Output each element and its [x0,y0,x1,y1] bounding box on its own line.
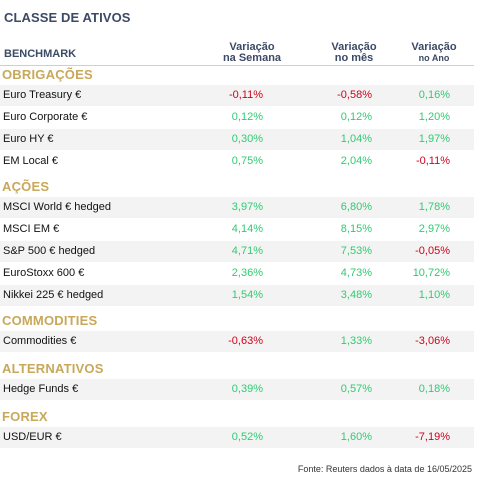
benchmark-header: BENCHMARK [4,48,77,60]
month-change-value: 7,53% [340,245,372,257]
table-row: S&P 500 € hedged 4,71% 7,53% -0,05% [0,241,474,262]
benchmark-name: Euro HY € [3,133,54,145]
table-row: EuroStoxx 600 € 2,36% 4,73% 10,72% [0,263,474,284]
section-title: ALTERNATIVOS [2,361,104,376]
benchmark-name: S&P 500 € hedged [3,245,96,257]
month-change-value: 1,33% [340,335,372,347]
year-change-value: 1,10% [418,289,450,301]
table-row: EM Local € 0,75% 2,04% -0,11% [0,151,474,172]
year-change-value: 0,16% [418,89,450,101]
section-title: FOREX [2,409,48,424]
week-change-value: 0,39% [231,383,263,395]
week-change-value: 0,12% [231,111,263,123]
benchmark-name: Nikkei 225 € hedged [3,289,104,301]
header-divider [0,65,474,66]
week-change-value: 4,71% [231,245,263,257]
benchmark-name: MSCI EM € [3,223,60,235]
table-header: BENCHMARK Variação na Semana Variação no… [0,42,480,66]
year-change-value: 10,72% [412,267,450,279]
week-change-value: 2,36% [231,267,263,279]
benchmark-name: MSCI World € hedged [3,201,112,213]
benchmark-name: EM Local € [3,155,59,167]
month-change-header: Variação no mês [331,41,377,64]
year-change-value: 2,97% [418,223,450,235]
month-change-value: 3,48% [340,289,372,301]
table-row: Euro Corporate € 0,12% 0,12% 1,20% [0,107,474,128]
week-change-header: Variação na Semana [222,41,282,64]
week-change-value: 1,54% [231,289,263,301]
week-change-value: 4,14% [231,223,263,235]
month-change-value: 4,73% [340,267,372,279]
week-change-value: -0,63% [228,335,263,347]
year-change-value: -0,05% [415,245,450,257]
table-row: USD/EUR € 0,52% 1,60% -7,19% [0,427,474,448]
year-change-value: 1,97% [418,133,450,145]
month-change-value: 0,57% [340,383,372,395]
table-row: Nikkei 225 € hedged 1,54% 3,48% 1,10% [0,285,474,306]
month-change-value: 6,80% [340,201,372,213]
table-title: CLASSE DE ATIVOS [4,10,131,25]
month-change-value: 0,12% [340,111,372,123]
table-row: Euro Treasury € -0,11% -0,58% 0,16% [0,85,474,106]
month-change-value: 2,04% [340,155,372,167]
benchmark-name: Hedge Funds € [3,383,79,395]
benchmark-name: Euro Treasury € [3,89,82,101]
source-note: Fonte: Reuters dados à data de 16/05/202… [297,464,472,474]
year-change-value: -7,19% [415,431,450,443]
benchmark-name: USD/EUR € [3,431,62,443]
year-change-value: 1,20% [418,111,450,123]
month-change-value: 1,04% [340,133,372,145]
week-change-value: -0,11% [228,89,263,101]
table-row: Commodities € -0,63% 1,33% -3,06% [0,331,474,352]
year-change-header: Variação no Ano [411,41,457,64]
month-change-value: -0,58% [337,89,372,101]
month-change-value: 8,15% [340,223,372,235]
section-title: AÇÕES [2,179,50,194]
table-row: MSCI World € hedged 3,97% 6,80% 1,78% [0,197,474,218]
benchmark-name: Commodities € [3,335,77,347]
benchmark-name: Euro Corporate € [3,111,88,123]
year-change-value: 1,78% [418,201,450,213]
year-change-value: -0,11% [415,155,450,167]
section-title: COMMODITIES [2,313,98,328]
month-change-value: 1,60% [340,431,372,443]
benchmark-name: EuroStoxx 600 € [3,267,85,279]
year-change-value: 0,18% [418,383,450,395]
week-change-value: 0,30% [231,133,263,145]
year-change-value: -3,06% [415,335,450,347]
section-title: OBRIGAÇÕES [2,67,93,82]
table-row: MSCI EM € 4,14% 8,15% 2,97% [0,219,474,240]
table-row: Hedge Funds € 0,39% 0,57% 0,18% [0,379,474,400]
week-change-value: 0,52% [231,431,263,443]
table-row: Euro HY € 0,30% 1,04% 1,97% [0,129,474,150]
week-change-value: 0,75% [231,155,263,167]
week-change-value: 3,97% [231,201,263,213]
